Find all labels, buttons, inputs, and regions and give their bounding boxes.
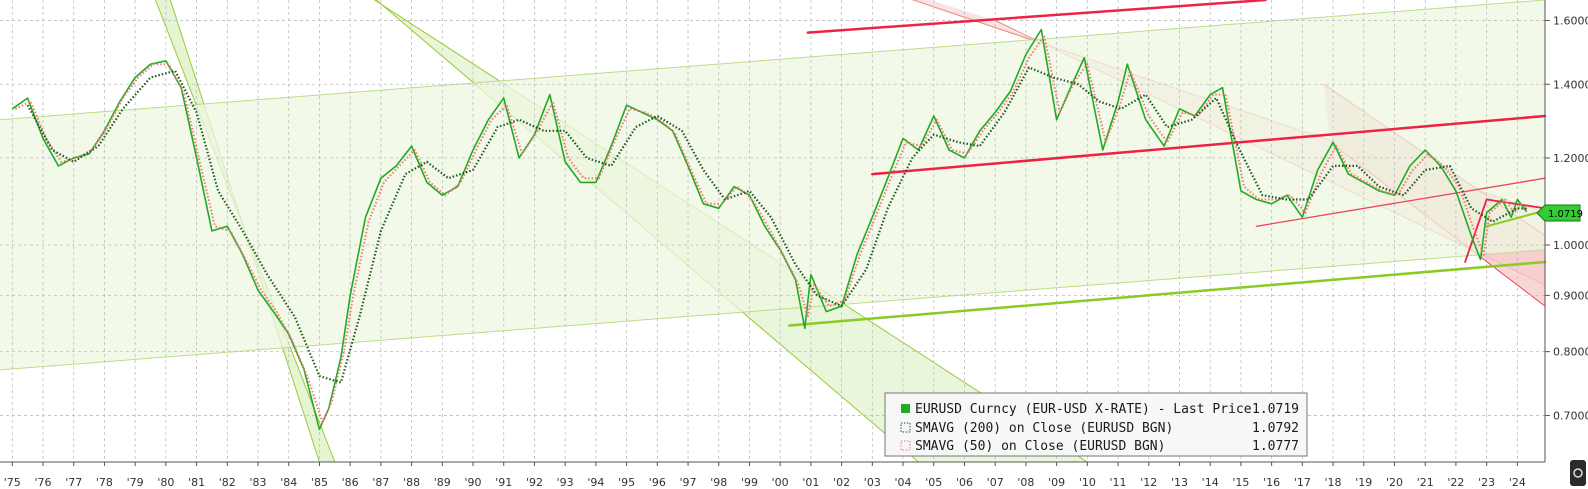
x-tick-label: '83 <box>249 476 266 489</box>
x-tick-label: '15 <box>1232 476 1249 489</box>
x-tick-label: '96 <box>649 476 666 489</box>
x-tick-label: '77 <box>65 476 82 489</box>
legend-swatch-smavg-50 <box>900 440 911 451</box>
y-tick-label: 1.2000 <box>1553 152 1588 165</box>
x-tick-label: '16 <box>1263 476 1280 489</box>
x-tick-label: '82 <box>219 476 236 489</box>
y-axis: 0.7000 0.8000 0.9000 1.0000 1.2000 1.4000 1.60… <box>1544 0 1588 462</box>
x-tick-label: '12 <box>1140 476 1157 489</box>
trend-line-2 <box>1255 177 1546 227</box>
x-tick-label: '84 <box>280 476 297 489</box>
last-price-tag: 1.0719 <box>1536 204 1583 222</box>
trend-line-4 <box>1485 209 1546 228</box>
toolbar-toggle-icon <box>1573 468 1583 478</box>
x-tick-label: '97 <box>680 476 697 489</box>
x-tick-label: '04 <box>895 476 912 489</box>
x-tick-label: '80 <box>157 476 174 489</box>
x-tick-label: '99 <box>741 476 758 489</box>
x-tick-label: '23 <box>1478 476 1495 489</box>
x-tick-label: '11 <box>1110 476 1127 489</box>
x-tick-label: '20 <box>1386 476 1403 489</box>
x-tick-label: '91 <box>495 476 512 489</box>
legend-value-smavg-50: 1.0777 <box>1252 439 1299 454</box>
y-tick-label: 0.7000 <box>1553 409 1588 422</box>
legend-box <box>884 392 1308 457</box>
x-tick-label: '89 <box>434 476 451 489</box>
x-axis: '75 '76 '77 '78 '79 '80 '81 '82 '83 '84 '85 '86 '87 '… <box>0 461 1545 489</box>
x-tick-label: '85 <box>311 476 328 489</box>
x-tick-label: '86 <box>342 476 359 489</box>
legend-label-smavg-200: SMAVG (200) on Close (EURUSD BGN) <box>915 421 1173 436</box>
trend-channel-4 <box>0 0 1545 370</box>
x-tick-label: '92 <box>526 476 543 489</box>
price-series <box>11 28 1528 431</box>
legend-swatch-smavg-200 <box>900 422 911 433</box>
y-tick-label: 1.4000 <box>1553 78 1588 91</box>
last-price-tag-label: 1.0719 <box>1548 209 1583 220</box>
side-toolbar <box>1570 460 1586 486</box>
trend-channel-4-lower <box>0 249 1546 371</box>
last-price-tag-shape <box>1536 204 1581 222</box>
trend-line-1 <box>871 114 1547 176</box>
x-tick-label: '76 <box>34 476 51 489</box>
x-tick-label: '18 <box>1325 476 1342 489</box>
legend-item-smavg-50: SMAVG (50) on Close (EURUSD BGN) 1.0777 <box>900 439 1299 454</box>
x-tick-label: '07 <box>987 476 1004 489</box>
x-tick-label: '06 <box>956 476 973 489</box>
x-tick-label: '95 <box>618 476 635 489</box>
x-tick-label: '21 <box>1417 476 1434 489</box>
legend-swatch-eurusd <box>901 404 910 413</box>
y-tick-label: 1.0000 <box>1553 239 1588 252</box>
x-tick-label: '00 <box>772 476 789 489</box>
x-tick-label: '78 <box>96 476 113 489</box>
legend: EURUSD Curncy (EUR-USD X-RATE) - Last Pr… <box>884 392 1308 457</box>
x-tick-label: '93 <box>557 476 574 489</box>
x-tick-label: '03 <box>864 476 881 489</box>
y-tick-label: 0.8000 <box>1553 346 1588 359</box>
x-tick-label: '01 <box>802 476 819 489</box>
trend-line-3 <box>788 260 1547 327</box>
x-tick-label: '02 <box>833 476 850 489</box>
x-tick-label: '09 <box>1048 476 1065 489</box>
legend-value-eurusd: 1.0719 <box>1252 402 1299 417</box>
x-tick-label: '13 <box>1171 476 1188 489</box>
x-tick-label: '81 <box>188 476 205 489</box>
series-smavg-200 <box>26 66 1527 384</box>
x-tick-label: '22 <box>1447 476 1464 489</box>
legend-label-eurusd: EURUSD Curncy (EUR-USD X-RATE) - Last Pr… <box>915 402 1252 417</box>
x-tick-label: '08 <box>1017 476 1034 489</box>
x-tick-label: '05 <box>925 476 942 489</box>
trend-line-5 <box>1464 198 1488 263</box>
x-tick-label: '90 <box>465 476 482 489</box>
series-eurusd-last-price <box>11 28 1528 431</box>
trend-channel-4-upper <box>0 0 1546 121</box>
x-tick-label: '17 <box>1294 476 1311 489</box>
x-tick-label: '75 <box>4 476 21 489</box>
legend-value-smavg-200: 1.0792 <box>1252 421 1299 436</box>
x-tick-label: '14 <box>1202 476 1219 489</box>
trend-channels <box>0 0 1546 463</box>
x-tick-label: '98 <box>710 476 727 489</box>
legend-item-eurusd: EURUSD Curncy (EUR-USD X-RATE) - Last Pr… <box>901 402 1299 417</box>
x-tick-label: '79 <box>127 476 144 489</box>
toolbar-toggle-button[interactable] <box>1570 460 1586 486</box>
x-tick-label: '19 <box>1355 476 1372 489</box>
legend-item-smavg-200: SMAVG (200) on Close (EURUSD BGN) 1.0792 <box>900 421 1299 436</box>
x-tick-label: '10 <box>1079 476 1096 489</box>
y-tick-label: 0.9000 <box>1553 289 1588 302</box>
y-tick-label: 1.6000 <box>1553 14 1588 27</box>
legend-label-smavg-50: SMAVG (50) on Close (EURUSD BGN) <box>915 439 1165 454</box>
x-tick-label: '24 <box>1509 476 1526 489</box>
x-tick-label: '94 <box>587 476 604 489</box>
trend-line-0 <box>806 0 1267 34</box>
x-tick-label: '87 <box>372 476 389 489</box>
x-tick-label: '88 <box>403 476 420 489</box>
